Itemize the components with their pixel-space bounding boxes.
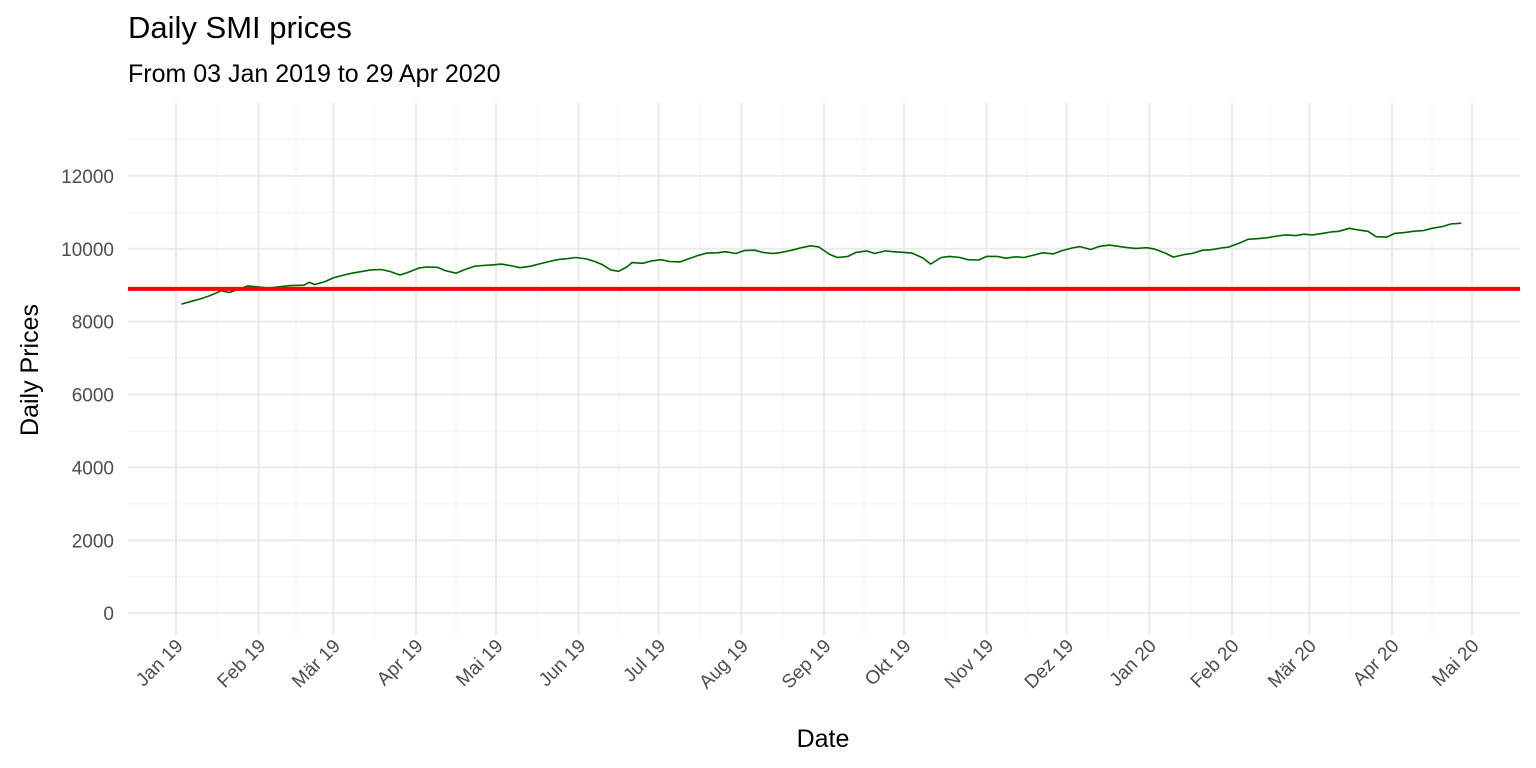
chart-title: Daily SMI prices [128,10,352,45]
x-axis-title: Date [797,725,850,753]
x-tick-label: Jun 19 [535,636,590,691]
x-tick-label: Mai 20 [1428,636,1483,691]
x-axis-ticks: Jan 19 Feb 19 Mär 19 Apr 19 Mai 19 Jun 19 Jul … [132,636,1483,693]
x-tick-label: Jan 19 [132,636,187,691]
x-tick-label: Aug 19 [695,636,752,693]
y-tick-label: 0 [103,604,114,625]
x-tick-label: Jul 19 [620,636,671,687]
x-tick-label: Apr 20 [1349,636,1403,690]
x-tick-label: Apr 19 [373,636,427,690]
x-tick-label: Dez 19 [1021,636,1078,693]
series-layer [181,222,1462,305]
y-tick-label: 2000 [72,531,114,552]
x-tick-label: Sep 19 [778,636,835,693]
y-tick-label: 6000 [72,386,114,407]
chart-subtitle: From 03 Jan 2019 to 29 Apr 2020 [128,60,501,88]
x-tick-label: Nov 19 [941,636,998,693]
x-tick-label: Mär 19 [288,636,345,693]
x-tick-label: Okt 19 [861,636,915,690]
x-tick-label: Jan 20 [1106,636,1161,691]
price-line [181,222,1462,305]
x-tick-label: Mär 20 [1264,636,1321,693]
y-tick-label: 10000 [61,240,114,261]
y-tick-label: 4000 [72,458,114,479]
major-grid [128,103,1520,635]
y-axis-title: Daily Prices [16,304,44,436]
x-tick-label: Feb 20 [1187,636,1244,693]
x-tick-label: Mai 19 [452,636,507,691]
y-tick-label: 8000 [72,313,114,334]
y-axis-ticks: 0 2000 4000 6000 8000 10000 12000 [61,167,114,625]
x-tick-label: Feb 19 [214,636,271,693]
y-tick-label: 12000 [61,167,114,188]
